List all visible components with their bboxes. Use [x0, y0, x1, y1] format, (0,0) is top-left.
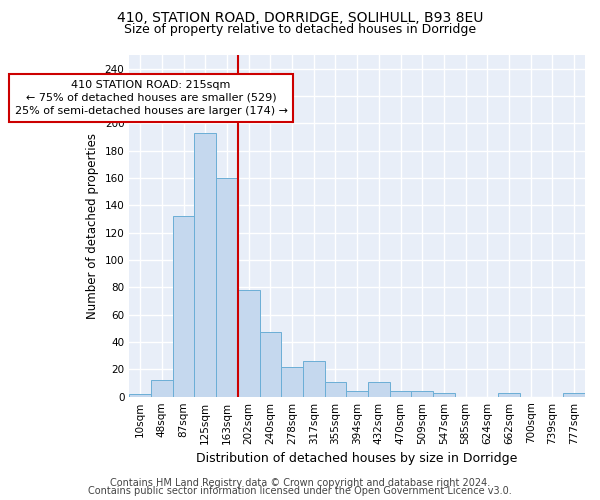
Text: 410 STATION ROAD: 215sqm
← 75% of detached houses are smaller (529)
25% of semi-: 410 STATION ROAD: 215sqm ← 75% of detach… [14, 80, 287, 116]
Bar [173, 216, 194, 396]
Bar [194, 133, 216, 396]
Bar [433, 392, 455, 396]
Bar [216, 178, 238, 396]
Bar [260, 332, 281, 396]
Bar [390, 391, 412, 396]
Bar [346, 391, 368, 396]
Bar [498, 392, 520, 396]
Bar [281, 366, 303, 396]
Bar [238, 290, 260, 397]
Text: Contains HM Land Registry data © Crown copyright and database right 2024.: Contains HM Land Registry data © Crown c… [110, 478, 490, 488]
Bar [151, 380, 173, 396]
Bar [563, 392, 585, 396]
Text: Size of property relative to detached houses in Dorridge: Size of property relative to detached ho… [124, 22, 476, 36]
Text: Contains public sector information licensed under the Open Government Licence v3: Contains public sector information licen… [88, 486, 512, 496]
X-axis label: Distribution of detached houses by size in Dorridge: Distribution of detached houses by size … [196, 452, 518, 465]
Bar [412, 391, 433, 396]
Text: 410, STATION ROAD, DORRIDGE, SOLIHULL, B93 8EU: 410, STATION ROAD, DORRIDGE, SOLIHULL, B… [117, 11, 483, 25]
Y-axis label: Number of detached properties: Number of detached properties [86, 133, 99, 319]
Bar [303, 361, 325, 396]
Bar [130, 394, 151, 396]
Bar [325, 382, 346, 396]
Bar [368, 382, 390, 396]
